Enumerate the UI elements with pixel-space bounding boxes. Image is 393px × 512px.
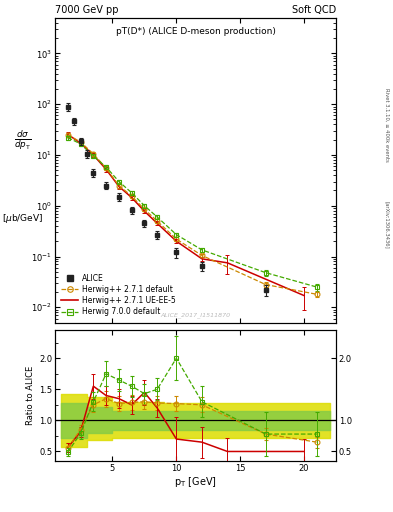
X-axis label: p$_\mathrm{T}$ [GeV]: p$_\mathrm{T}$ [GeV]	[174, 475, 217, 489]
Y-axis label: Ratio to ALICE: Ratio to ALICE	[26, 366, 35, 425]
Text: Rivet 3.1.10, ≥ 400k events: Rivet 3.1.10, ≥ 400k events	[385, 88, 389, 161]
Legend: ALICE, Herwig++ 2.7.1 default, Herwig++ 2.7.1 UE-EE-5, Herwig 7.0.0 default: ALICE, Herwig++ 2.7.1 default, Herwig++ …	[59, 271, 178, 319]
Text: $\frac{d\sigma}{dp_\mathrm{T}}$: $\frac{d\sigma}{dp_\mathrm{T}}$	[14, 128, 31, 152]
Text: Soft QCD: Soft QCD	[292, 5, 336, 15]
Text: [$\mu$b/GeV]: [$\mu$b/GeV]	[2, 212, 43, 225]
Text: pT(D*) (ALICE D-meson production): pT(D*) (ALICE D-meson production)	[116, 27, 275, 36]
Text: 7000 GeV pp: 7000 GeV pp	[55, 5, 119, 15]
Text: ALICE_2017_I1511870: ALICE_2017_I1511870	[160, 312, 231, 318]
Text: [arXiv:1306.3436]: [arXiv:1306.3436]	[385, 201, 389, 249]
